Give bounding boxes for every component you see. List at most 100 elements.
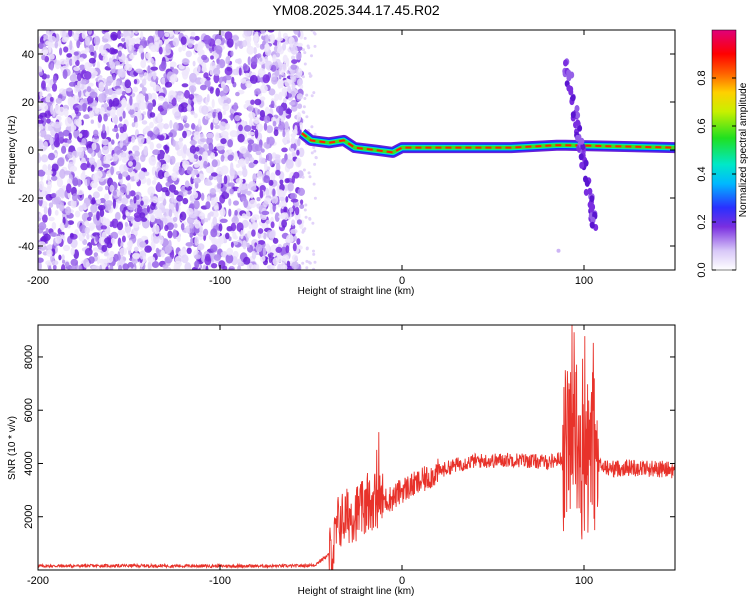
noise-speck <box>133 246 139 253</box>
noise-speck <box>218 236 225 245</box>
colorbar-tick-label: 0.8 <box>696 70 708 85</box>
noise-speck <box>173 122 179 132</box>
noise-speck <box>110 31 118 41</box>
noise-speck <box>301 110 305 114</box>
noise-speck <box>225 253 234 264</box>
noise-speckle <box>38 30 318 270</box>
noise-speck <box>129 95 133 106</box>
streak-speck <box>589 195 595 203</box>
noise-speck <box>193 187 197 196</box>
noise-speck <box>230 50 234 57</box>
noise-speck <box>55 97 62 104</box>
noise-speck <box>110 112 116 118</box>
noise-speck <box>91 142 97 151</box>
noise-speck <box>112 153 119 162</box>
noise-speck <box>143 145 148 156</box>
noise-speck <box>293 30 300 35</box>
noise-speck <box>257 240 266 245</box>
noise-speck <box>99 216 107 224</box>
noise-speck <box>80 80 87 85</box>
noise-speck <box>264 161 268 172</box>
noise-speck <box>145 52 151 60</box>
streak-speck <box>574 105 580 112</box>
noise-speck <box>313 196 317 200</box>
noise-speck <box>51 222 57 230</box>
noise-speck <box>200 138 207 143</box>
noise-speck <box>87 95 94 104</box>
noise-speck <box>155 247 160 254</box>
noise-speck <box>62 69 68 80</box>
noise-speck <box>168 208 173 218</box>
noise-speck <box>303 97 307 100</box>
noise-speck <box>92 191 100 199</box>
noise-speck <box>254 98 262 106</box>
noise-speck <box>193 113 198 119</box>
noise-speck <box>227 182 235 187</box>
noise-speck <box>62 244 71 252</box>
noise-speck <box>186 247 192 254</box>
noise-speck <box>247 230 252 239</box>
noise-speck <box>280 262 286 270</box>
noise-speck <box>233 102 238 112</box>
noise-speck <box>246 242 250 248</box>
noise-speck <box>167 230 173 239</box>
noise-speck <box>154 224 160 235</box>
colorbar-label: Normalized spectral amplitude <box>738 82 749 217</box>
noise-speck <box>204 181 213 186</box>
noise-speck <box>283 137 287 145</box>
noise-speck <box>230 113 234 121</box>
noise-speck <box>118 46 123 51</box>
noise-speck <box>140 217 148 222</box>
noise-speck <box>295 52 302 60</box>
noise-speck <box>228 267 234 270</box>
noise-speck <box>202 151 209 160</box>
noise-speck <box>253 159 259 165</box>
noise-speck <box>168 132 174 138</box>
noise-speck <box>287 79 293 84</box>
noise-speck <box>282 73 286 78</box>
streak-speck <box>579 137 585 145</box>
noise-speck <box>194 35 200 41</box>
noise-speck <box>312 252 316 256</box>
noise-speck <box>125 57 129 67</box>
noise-speck <box>73 66 81 72</box>
noise-speck <box>182 130 187 139</box>
noise-speck <box>287 182 294 192</box>
noise-speck <box>133 79 138 85</box>
noise-speck <box>305 93 309 97</box>
noise-speck <box>156 143 162 149</box>
noise-speck <box>175 202 179 212</box>
noise-speck <box>41 54 46 61</box>
noise-speck <box>248 112 256 120</box>
noise-speck <box>114 61 121 66</box>
noise-speck <box>292 128 298 136</box>
noise-speck <box>61 37 68 43</box>
noise-speck <box>119 178 123 185</box>
noise-speck <box>165 43 172 54</box>
noise-speck <box>235 178 244 184</box>
noise-speck <box>243 30 252 37</box>
x-tick-label: -200 <box>27 575 49 587</box>
noise-speck <box>53 121 62 129</box>
noise-speck <box>139 101 147 111</box>
noise-speck <box>72 177 79 187</box>
noise-speck <box>163 123 169 130</box>
noise-speck <box>169 155 176 165</box>
noise-speck <box>236 222 244 233</box>
noise-speck <box>290 198 299 203</box>
noise-speck <box>68 81 76 87</box>
x-tick-label: 0 <box>399 575 405 587</box>
spectrogram-x-axis-label: Height of straight line (km) <box>298 286 415 297</box>
noise-speck <box>181 83 189 88</box>
noise-speck <box>51 232 57 238</box>
noise-speck <box>283 97 287 104</box>
noise-speck <box>284 121 289 131</box>
noise-speck <box>211 263 218 269</box>
noise-speck <box>81 138 87 146</box>
noise-speck <box>127 240 133 248</box>
noise-speck <box>112 73 116 81</box>
noise-speck <box>238 124 243 132</box>
noise-speck <box>271 76 278 85</box>
noise-speck <box>224 66 233 76</box>
noise-speck <box>253 30 261 33</box>
